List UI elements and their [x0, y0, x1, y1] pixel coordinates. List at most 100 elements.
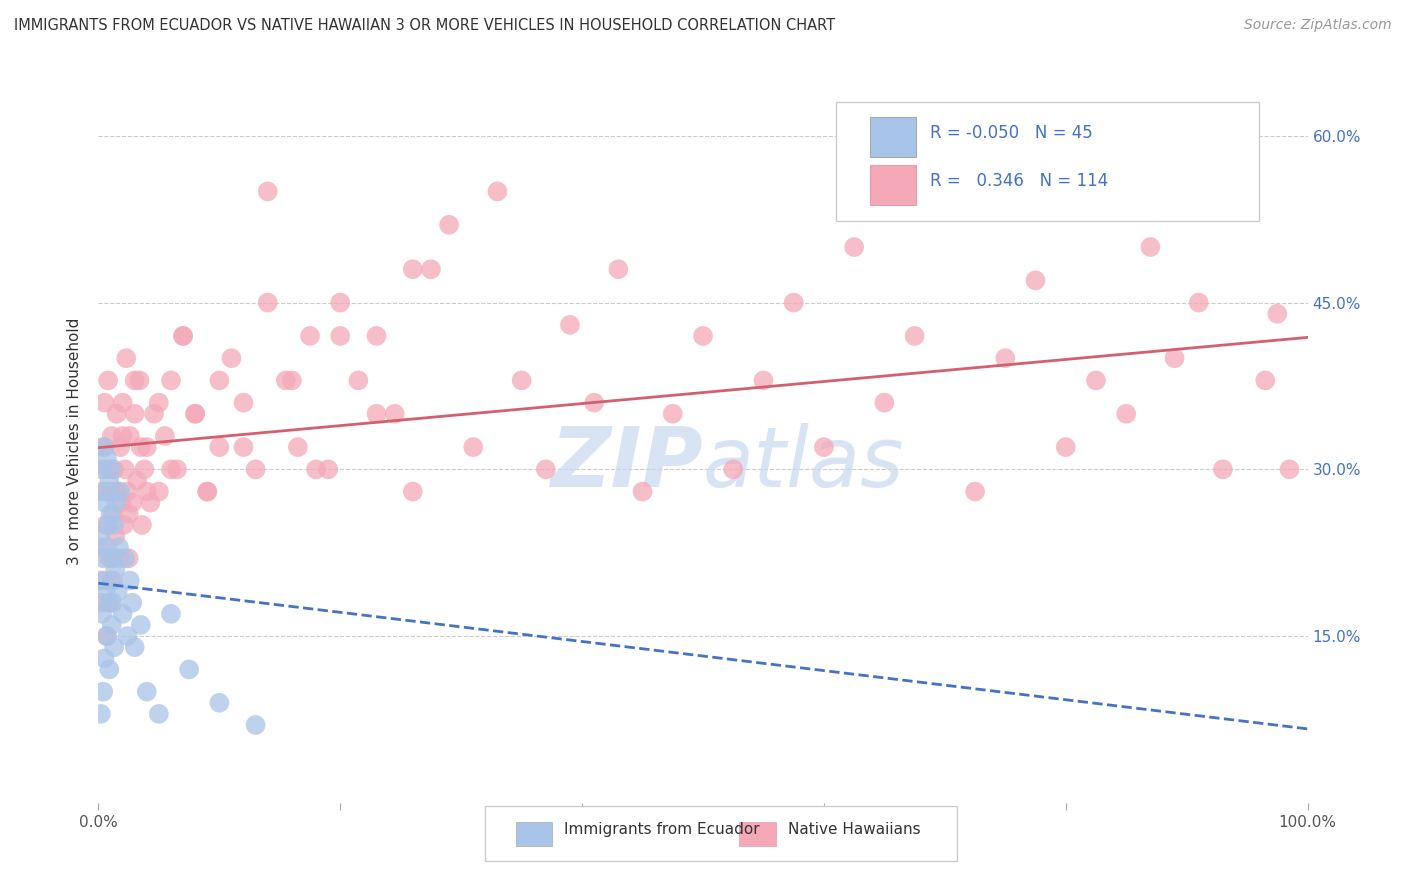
Point [1188, 295, 1211, 310]
Point [232, 440, 254, 454]
Point [124, 373, 146, 387]
Point [129, 618, 152, 632]
Point [100, 462, 122, 476]
Point [723, 462, 745, 476]
Point [114, 551, 136, 566]
Point [118, 574, 141, 588]
Point [148, 395, 170, 409]
Point [108, 440, 131, 454]
Point [98, 474, 121, 488]
Point [98, 662, 121, 676]
Point [101, 551, 124, 566]
Point [135, 440, 157, 454]
Point [486, 185, 509, 199]
Point [127, 474, 149, 488]
Point [305, 462, 328, 476]
Point [143, 407, 166, 421]
Point [93, 395, 115, 409]
Point [108, 551, 131, 566]
Text: Immigrants from Ecuador: Immigrants from Ecuador [564, 822, 759, 837]
Point [179, 662, 201, 676]
Text: IMMIGRANTS FROM ECUADOR VS NATIVE HAWAIIAN 3 OR MORE VEHICLES IN HOUSEHOLD CORRE: IMMIGRANTS FROM ECUADOR VS NATIVE HAWAII… [14, 18, 835, 33]
Text: Source: ZipAtlas.com: Source: ZipAtlas.com [1244, 18, 1392, 32]
Point [100, 484, 122, 499]
Point [100, 574, 122, 588]
Point [97, 596, 120, 610]
Point [420, 262, 443, 277]
Point [112, 517, 135, 532]
Point [96, 629, 118, 643]
Point [96, 540, 118, 554]
Point [994, 351, 1017, 366]
Point [89, 574, 111, 588]
Point [104, 562, 127, 576]
Point [100, 551, 122, 566]
Point [160, 373, 183, 387]
Point [366, 329, 388, 343]
Point [1163, 351, 1185, 366]
Point [96, 629, 118, 643]
Point [100, 596, 122, 610]
Point [245, 718, 267, 732]
Point [256, 295, 278, 310]
Point [105, 484, 128, 499]
Point [96, 451, 118, 466]
Point [437, 218, 460, 232]
Point [108, 540, 131, 554]
Point [1085, 373, 1108, 387]
Point [91, 462, 114, 476]
Point [128, 373, 150, 387]
Point [184, 407, 207, 421]
Point [94, 584, 117, 599]
Point [98, 551, 121, 566]
Point [965, 484, 987, 499]
Point [118, 429, 141, 443]
Point [148, 706, 170, 721]
Point [104, 529, 127, 543]
Point [101, 596, 124, 610]
Point [118, 551, 141, 566]
Point [94, 484, 117, 499]
Point [100, 429, 122, 443]
Point [135, 684, 157, 698]
Point [782, 295, 804, 310]
Point [89, 540, 111, 554]
Point [245, 462, 267, 476]
Point [153, 429, 176, 443]
Y-axis label: 3 or more Vehicles in Household: 3 or more Vehicles in Household [67, 318, 83, 566]
Point [347, 373, 370, 387]
Point [166, 462, 188, 476]
Point [108, 484, 131, 499]
Point [1278, 462, 1301, 476]
Point [661, 407, 683, 421]
Point [129, 440, 152, 454]
Point [93, 496, 115, 510]
Point [97, 517, 120, 532]
Point [384, 407, 406, 421]
Point [114, 462, 136, 476]
Point [90, 529, 112, 543]
Point [1054, 440, 1077, 454]
Point [90, 706, 112, 721]
Point [752, 373, 775, 387]
Point [121, 496, 143, 510]
FancyBboxPatch shape [837, 102, 1260, 221]
Point [107, 484, 129, 499]
Point [103, 517, 125, 532]
Point [232, 395, 254, 409]
Point [90, 596, 112, 610]
Point [402, 262, 425, 277]
Point [195, 484, 218, 499]
Point [844, 240, 866, 254]
Point [299, 329, 322, 343]
Point [402, 484, 425, 499]
Point [558, 318, 581, 332]
Point [366, 407, 388, 421]
Point [1236, 185, 1258, 199]
Point [208, 440, 231, 454]
Point [94, 517, 117, 532]
Point [160, 462, 183, 476]
Point [111, 607, 134, 621]
Point [1115, 407, 1137, 421]
Point [813, 440, 835, 454]
